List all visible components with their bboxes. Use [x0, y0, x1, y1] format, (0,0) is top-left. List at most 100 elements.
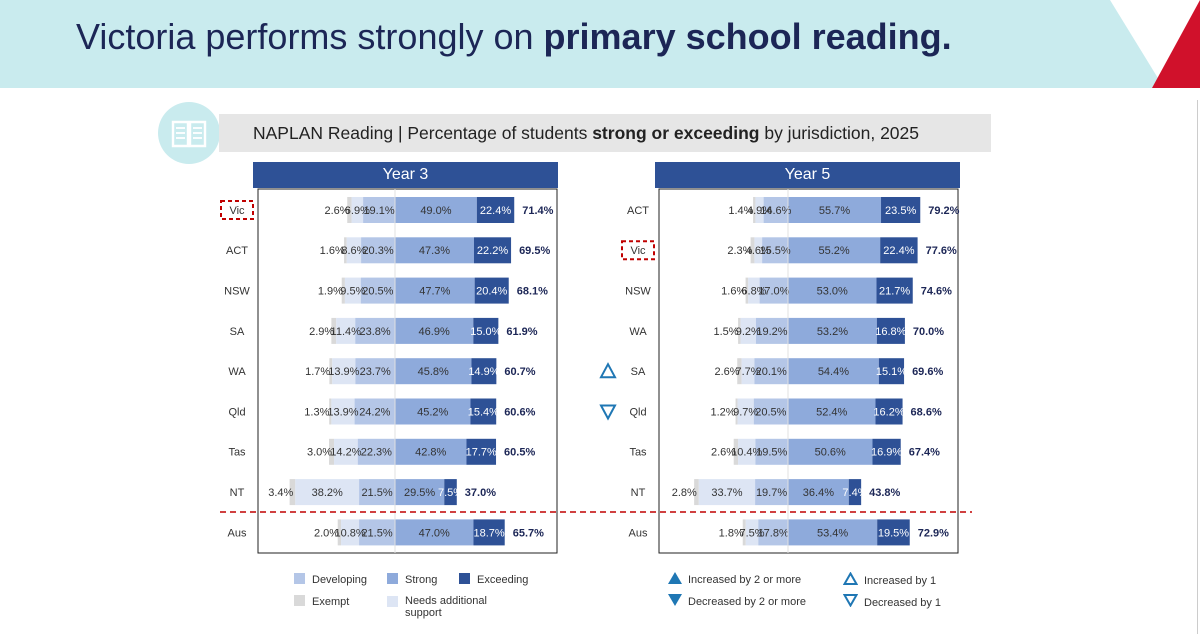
- year5-bar-needs-support-aus: [745, 519, 759, 546]
- subtitle-bar: NAPLAN Reading | Percentage of students …: [219, 114, 991, 152]
- year5-triangle-up-outline-icon-sa: [599, 362, 617, 379]
- year5-bar-developing-aus: [758, 519, 788, 546]
- year3-bar-exempt-nt: [289, 479, 296, 506]
- year3-bar-developing-aus: [359, 519, 395, 546]
- year5-total-label-wa: 70.0%: [913, 326, 944, 338]
- year5-value-label-developing-vic: 15.5%: [759, 245, 790, 257]
- year3-bar-exceeding-qld: [470, 398, 497, 425]
- year3-total-label-tas: 60.5%: [504, 447, 535, 459]
- year3-value-label-developing-vic: 19.1%: [363, 205, 394, 217]
- year5-value-label-developing-aus: 17.8%: [758, 527, 789, 539]
- year3-value-label-strong-nt: 29.5%: [404, 487, 435, 499]
- triangle-up-filled-icon: [668, 572, 682, 584]
- year5-bar-developing-nsw: [759, 277, 788, 304]
- year3-bar-strong-nt: [395, 479, 445, 506]
- year3-category-label-nt: NT: [230, 487, 245, 499]
- year3-bar-developing-tas: [357, 438, 395, 465]
- legend-developing-swatch: [294, 573, 305, 584]
- year5-value-label-needs-support-nt: 33.7%: [711, 487, 742, 499]
- year5-bar-strong-nt: [788, 479, 849, 506]
- year5-bar-exempt-vic: [750, 237, 755, 264]
- year5-panel-title: Year 5: [655, 162, 960, 188]
- legend-decrease-2-label: Decreased by 2 or more: [688, 596, 806, 608]
- year5-total-label-act: 79.2%: [928, 205, 959, 217]
- legend-exempt-swatch: [294, 595, 305, 606]
- year3-value-label-exceeding-qld: 15.4%: [468, 406, 499, 418]
- year5-value-label-exempt-aus: 1.8%: [719, 527, 744, 539]
- year5-bar-exceeding-qld: [875, 398, 903, 425]
- year3-value-label-strong-tas: 42.8%: [415, 447, 446, 459]
- year3-value-label-needs-support-qld: 13.9%: [327, 406, 358, 418]
- year3-value-label-exceeding-nsw: 20.4%: [476, 286, 507, 298]
- year5-value-label-developing-nt: 19.7%: [756, 487, 787, 499]
- year5-bar-strong-sa: [788, 358, 879, 385]
- year3-value-label-developing-nt: 21.5%: [361, 487, 392, 499]
- year3-category-label-tas: Tas: [228, 447, 246, 459]
- year3-bar-exceeding-tas: [466, 438, 497, 465]
- year3-value-label-needs-support-nsw: 9.5%: [340, 286, 365, 298]
- year3-value-label-exceeding-sa: 15.0%: [470, 326, 501, 338]
- year3-plot-frame: [257, 188, 558, 554]
- year3-bar-strong-act: [395, 237, 474, 264]
- year3-value-label-exempt-sa: 2.9%: [309, 326, 334, 338]
- legend-exceeding-swatch: [459, 573, 470, 584]
- year3-highlight-box-vic: [220, 200, 254, 220]
- subtitle-bold: strong or exceeding: [592, 123, 760, 143]
- year5-bar-needs-support-tas: [738, 438, 756, 465]
- year5-total-label-vic: 77.6%: [926, 245, 957, 257]
- year3-category-label-aus: Aus: [228, 527, 247, 539]
- year3-value-label-developing-wa: 23.7%: [360, 366, 391, 378]
- year5-bar-developing-nt: [755, 479, 788, 506]
- year3-bar-exempt-qld: [329, 398, 332, 425]
- year5-bar-exempt-wa: [738, 317, 741, 344]
- year5-bar-exempt-nsw: [745, 277, 749, 304]
- year5-value-label-strong-aus: 53.4%: [817, 527, 848, 539]
- year5-total-label-tas: 67.4%: [909, 447, 940, 459]
- year3-value-label-developing-qld: 24.2%: [359, 406, 390, 418]
- year5-value-label-developing-sa: 20.1%: [756, 366, 787, 378]
- year3-total-label-qld: 60.6%: [504, 406, 535, 418]
- year3-value-label-strong-act: 47.3%: [419, 245, 450, 257]
- year5-value-label-needs-support-sa: 7.7%: [735, 366, 760, 378]
- year3-value-label-strong-qld: 45.2%: [417, 406, 448, 418]
- title-banner: Victoria performs strongly on primary sc…: [0, 0, 1200, 88]
- year3-bar-developing-nt: [359, 479, 395, 506]
- year5-bar-needs-support-qld: [737, 398, 754, 425]
- year5-bar-exceeding-tas: [872, 438, 901, 465]
- legend-strong-swatch: [387, 573, 398, 584]
- page-title: Victoria performs strongly on primary sc…: [76, 16, 952, 58]
- year5-bar-developing-qld: [753, 398, 788, 425]
- year5-value-label-exempt-nt: 2.8%: [672, 487, 697, 499]
- year3-value-label-strong-aus: 47.0%: [419, 527, 450, 539]
- year5-total-label-sa: 69.6%: [912, 366, 943, 378]
- year3-bar-strong-sa: [395, 317, 474, 344]
- legend-exempt: Exempt: [294, 595, 349, 608]
- year3-value-label-exempt-nsw: 1.9%: [318, 286, 343, 298]
- year5-value-label-strong-wa: 53.2%: [817, 326, 848, 338]
- year3-value-label-needs-support-vic: 6.9%: [345, 205, 370, 217]
- year5-bar-developing-tas: [755, 438, 788, 465]
- year5-total-label-nt: 43.8%: [869, 487, 900, 499]
- year3-bar-strong-wa: [395, 358, 472, 385]
- year3-category-label-vic: Vic: [229, 205, 245, 217]
- year3-value-label-needs-support-aus: 10.8%: [334, 527, 365, 539]
- year3-value-label-strong-sa: 46.9%: [419, 326, 450, 338]
- year5-bar-strong-wa: [788, 317, 877, 344]
- year3-value-label-strong-vic: 49.0%: [420, 205, 451, 217]
- year5-category-label-qld: Qld: [629, 406, 646, 418]
- year3-value-label-exceeding-nt: 7.5%: [438, 487, 463, 499]
- year3-value-label-exceeding-act: 22.2%: [477, 245, 508, 257]
- year5-bar-exempt-aus: [742, 519, 746, 546]
- year3-bar-strong-aus: [395, 519, 474, 546]
- year3-bar-needs-support-nt: [295, 479, 360, 506]
- year5-value-label-exempt-wa: 1.5%: [713, 326, 738, 338]
- year3-bar-exempt-nsw: [341, 277, 345, 304]
- year3-bar-exceeding-vic: [476, 197, 515, 223]
- year5-total-label-aus: 72.9%: [918, 527, 949, 539]
- year5-bar-exceeding-act: [881, 197, 921, 223]
- year5-bar-exceeding-wa: [876, 317, 905, 344]
- year5-value-label-strong-sa: 54.4%: [818, 366, 849, 378]
- year5-total-label-qld: 68.6%: [911, 406, 942, 418]
- year3-bar-needs-support-aus: [341, 519, 360, 546]
- year5-bar-exempt-sa: [737, 358, 742, 385]
